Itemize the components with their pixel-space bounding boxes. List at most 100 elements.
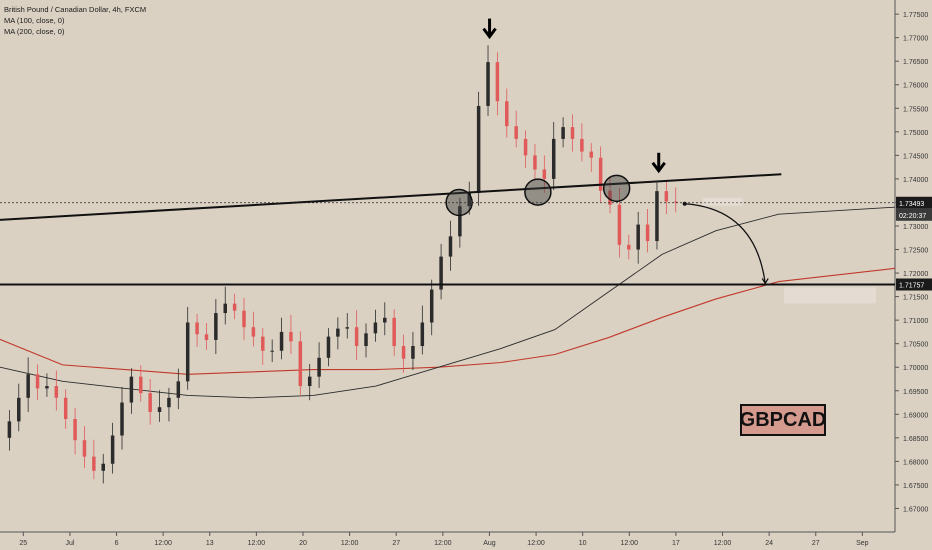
time-tick-label: 24 (765, 540, 773, 547)
time-tick-label: 12:00 (714, 540, 732, 547)
current-price-tag-text: 1.73493 (899, 201, 924, 208)
candle (505, 88, 509, 138)
candle (373, 309, 378, 342)
down-arrow-icon (482, 18, 497, 40)
time-tick-label: Aug (483, 540, 496, 547)
candle (129, 368, 134, 414)
candle-body (673, 201, 678, 203)
candle-body (364, 333, 368, 347)
support-level-tag-bg (896, 278, 932, 291)
candle (17, 383, 21, 432)
candle (345, 313, 349, 339)
time-axis-ticks: 25 Jul 6 12:00 13 12:00 20 12:00 27 12:00 Aug 12:00… (19, 532, 869, 547)
candle (139, 365, 143, 402)
candle (101, 453, 105, 484)
projection-arrowhead (761, 278, 769, 285)
time-tick-label: Sep (856, 540, 869, 547)
candle (589, 143, 594, 172)
candle-body (336, 328, 340, 337)
candle-body (345, 327, 349, 329)
candle-body (176, 381, 181, 398)
candle (54, 370, 59, 411)
candle (289, 314, 293, 355)
time-tick-label: 12:00 (527, 540, 545, 547)
price-tick-label: 1.75500 (903, 106, 928, 113)
candle (148, 378, 152, 425)
candle-body (317, 357, 321, 377)
candle-body (326, 336, 331, 358)
candle (336, 317, 340, 350)
candle-body (232, 303, 237, 311)
time-tick-label: 25 (19, 540, 27, 547)
arrow-head (482, 27, 497, 40)
candle-body (289, 331, 293, 342)
candle-body (298, 341, 303, 387)
price-tick-label: 1.72500 (903, 248, 928, 255)
candle-body (598, 157, 603, 191)
candle (411, 331, 415, 371)
time-tick-label: 6 (115, 540, 119, 547)
time-tick-label: 13 (206, 540, 214, 547)
candle (223, 286, 227, 325)
candle-body (251, 327, 256, 337)
candle (523, 130, 528, 169)
candle-body (645, 224, 650, 242)
candle-body (7, 421, 12, 438)
candle (448, 220, 453, 271)
candle-body (54, 386, 59, 398)
candle (476, 91, 481, 206)
candle (636, 211, 640, 264)
candle (617, 187, 622, 258)
projection-curve (684, 203, 766, 284)
candle-body (486, 62, 490, 106)
price-tick-label: 1.76000 (903, 83, 928, 90)
price-tick-label: 1.70000 (903, 365, 928, 372)
time-tick-label: 27 (392, 540, 400, 547)
candle (185, 306, 190, 390)
price-tick-label: 1.67500 (903, 483, 928, 490)
price-tick-label: 1.69500 (903, 389, 928, 396)
candle-body (148, 393, 152, 412)
candle (655, 182, 659, 250)
candle-body (101, 463, 105, 471)
symbol-badge: GBPCAD (740, 404, 826, 436)
candle-body (185, 322, 190, 382)
price-tick-label: 1.71000 (903, 318, 928, 325)
candle-body (467, 193, 472, 207)
candle-body (63, 397, 68, 420)
price-tick-label: 1.68500 (903, 436, 928, 443)
candle-body (505, 101, 509, 127)
candle-body (223, 303, 227, 314)
legend-ma100-line: MA (100, close, 0) (4, 16, 65, 25)
candle (195, 314, 199, 347)
candle (608, 176, 612, 214)
candle (542, 155, 547, 194)
candle (110, 422, 115, 474)
price-tick-label: 1.72000 (903, 271, 928, 278)
candle-body (17, 397, 21, 422)
candle-body (608, 190, 612, 205)
candle (157, 390, 162, 422)
candle-body (589, 151, 594, 158)
candle-body (627, 244, 631, 250)
candle (486, 45, 490, 116)
time-tick-label: 20 (299, 540, 307, 547)
candle-body (523, 138, 528, 156)
candle-body (551, 138, 556, 179)
candle-body (373, 322, 378, 334)
candle (73, 407, 77, 455)
highlight-circle (445, 188, 473, 217)
trendline (0, 173, 782, 221)
price-tick-label: 1.77500 (903, 12, 928, 19)
candle (458, 197, 462, 248)
candle (354, 310, 359, 361)
projection-start-dot (682, 201, 687, 206)
candle-body (392, 317, 396, 347)
candle-body (636, 224, 640, 250)
price-tick-label: 1.68000 (903, 459, 928, 466)
candle (92, 439, 96, 480)
candle (167, 387, 171, 422)
candle-body (429, 289, 434, 323)
candle-body (204, 334, 209, 340)
